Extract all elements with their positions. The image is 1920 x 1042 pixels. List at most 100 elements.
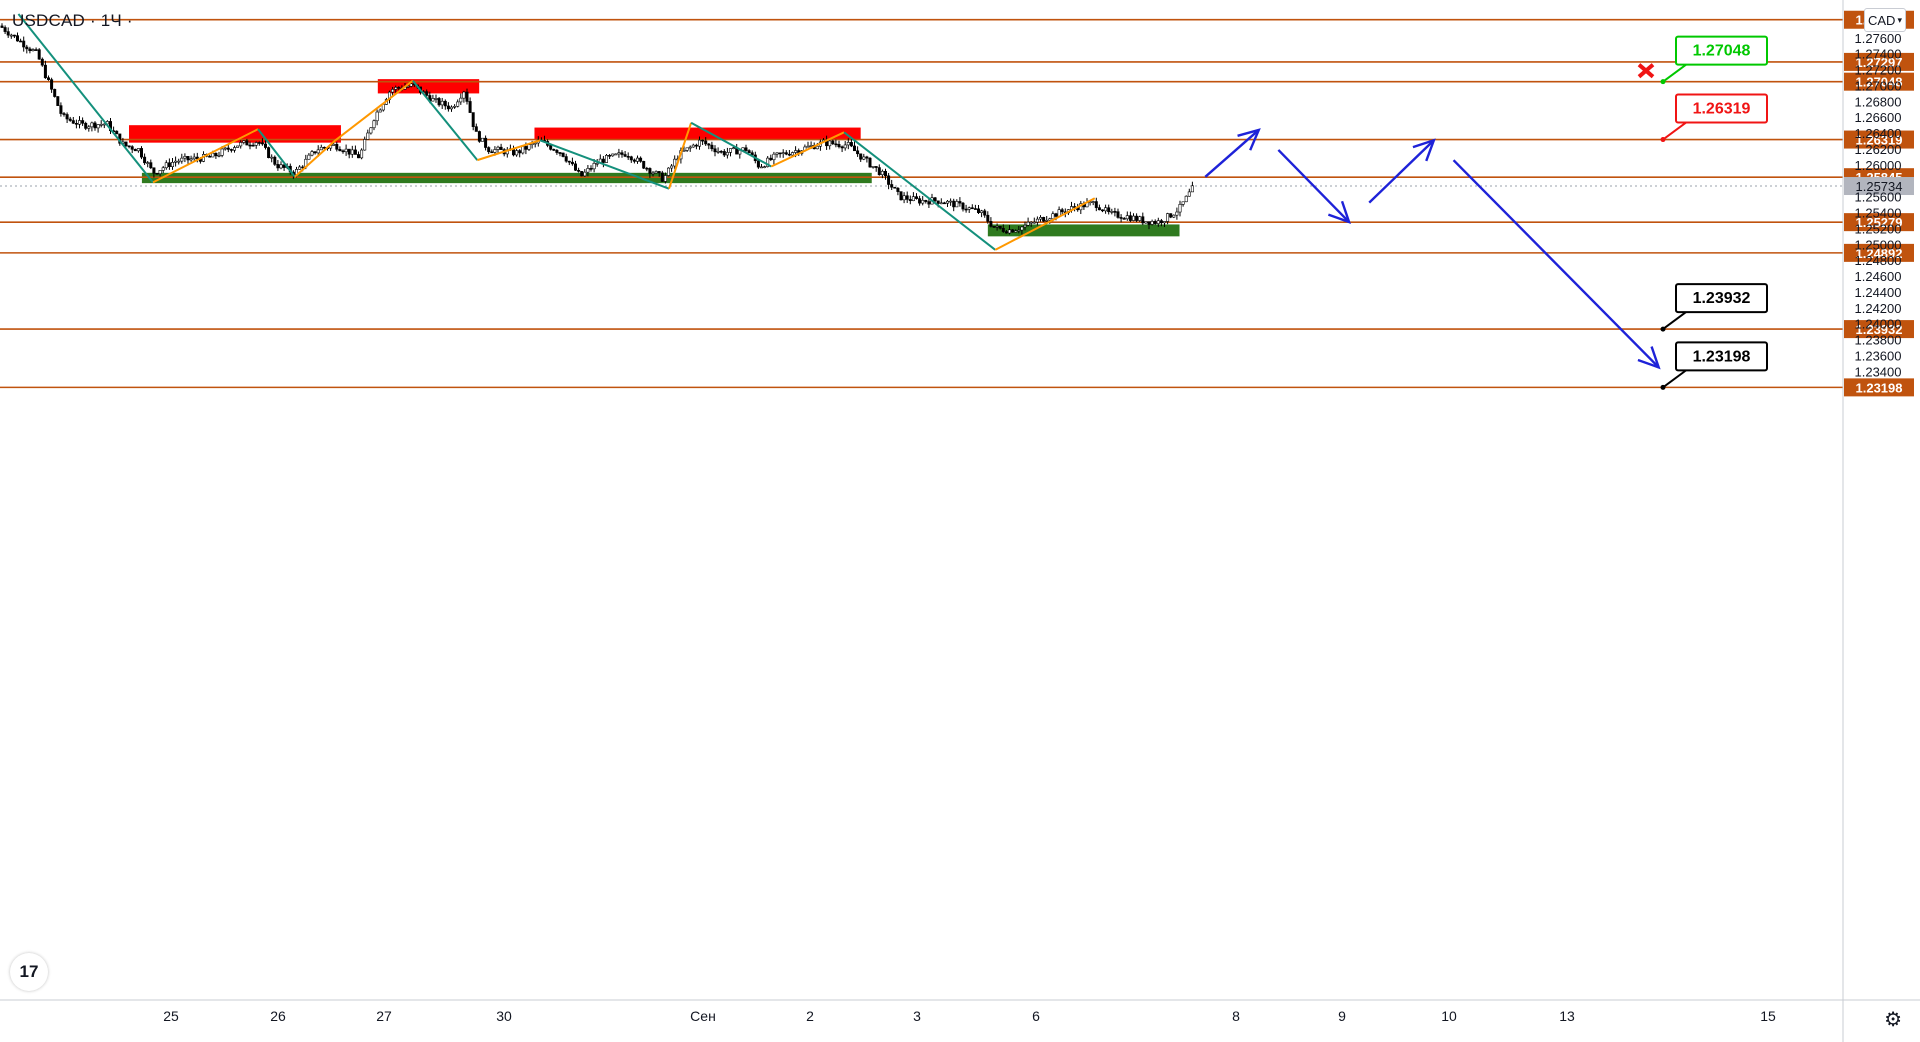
symbol-title[interactable]: USDCAD · 1Ч ·	[12, 11, 133, 31]
candle-body	[46, 77, 50, 80]
candle-body	[1113, 211, 1117, 213]
candle-body	[1101, 209, 1105, 212]
price-axis[interactable]: 1.278281.272971.270481.263191.258451.252…	[1844, 10, 1914, 397]
candle-body	[84, 122, 88, 129]
candle-body	[493, 149, 497, 153]
current-price-label: 1.25734	[1856, 179, 1903, 194]
candle-body	[840, 146, 844, 149]
candle-body	[1153, 221, 1157, 224]
candle-body	[307, 154, 311, 160]
candle-body	[725, 152, 729, 156]
candle-body	[629, 156, 633, 161]
candle-body	[766, 157, 770, 167]
candle-body	[877, 167, 881, 176]
x-mark-icon	[1637, 63, 1655, 79]
gear-icon[interactable]: ⚙	[1884, 1009, 1902, 1031]
candle-body	[19, 40, 23, 43]
candle-body	[353, 149, 357, 155]
candle-body	[1004, 231, 1008, 234]
candle-body	[28, 48, 32, 51]
candle-body	[1122, 218, 1126, 220]
candle-body	[831, 140, 835, 145]
tradingview-logo-icon[interactable]: 17	[10, 953, 48, 991]
candle-body	[37, 49, 41, 60]
forecast-line	[1452, 159, 1660, 369]
candle-body	[874, 166, 878, 168]
candle-body	[918, 198, 922, 204]
interval-label: 1Ч	[100, 11, 122, 30]
candle-body	[487, 147, 491, 153]
candle-body	[78, 120, 82, 125]
candle-body	[146, 162, 150, 164]
candle-body	[856, 150, 860, 155]
candle-body	[220, 148, 224, 156]
price-tick-label: 1.24200	[1855, 301, 1902, 316]
candle-body	[995, 225, 999, 228]
time-axis[interactable]: 25 26 27 30 Сен 2 3 6 8 9 10 13 15	[163, 1008, 1776, 1024]
candle-body	[973, 208, 977, 210]
plot-area[interactable]	[0, 0, 1843, 1000]
time-tick-label: 27	[376, 1008, 392, 1024]
candle-body	[670, 165, 674, 169]
candle-body	[719, 151, 723, 153]
candle-body	[1138, 216, 1142, 221]
candle-body	[468, 101, 472, 113]
bearish-wave-line	[539, 139, 670, 190]
candle-body	[905, 195, 909, 200]
resistance-zone	[377, 79, 480, 94]
candle-body	[887, 175, 891, 185]
candle-body	[257, 142, 261, 144]
candle-body	[484, 137, 488, 148]
time-tick-label: 6	[1032, 1008, 1040, 1024]
candle-body	[561, 152, 565, 157]
candle-body	[533, 142, 537, 145]
currency-select[interactable]: CAD ▾	[1864, 8, 1906, 32]
target-callout-box	[1675, 341, 1768, 372]
candle-body	[651, 172, 655, 175]
candle-body	[518, 150, 522, 154]
candle-body	[815, 145, 819, 150]
candle-body	[769, 157, 773, 161]
levels-layer	[0, 18, 1843, 389]
candle-body	[158, 170, 162, 174]
bullish-wave-line	[334, 79, 414, 142]
candle-body	[425, 91, 429, 96]
candle-body	[1107, 207, 1111, 213]
candle-body	[1060, 209, 1064, 213]
symbol-name: USDCAD	[12, 11, 85, 30]
candle-body	[465, 91, 469, 102]
candle-body	[1110, 211, 1114, 213]
candle-body	[260, 142, 264, 145]
candle-body	[363, 139, 367, 151]
candle-body	[446, 105, 450, 110]
candle-body	[347, 148, 351, 155]
candle-body	[645, 167, 649, 170]
candle-body	[440, 100, 444, 106]
candle-body	[927, 201, 931, 205]
candle-body	[1032, 221, 1036, 224]
candle-body	[961, 202, 965, 210]
candle-body	[177, 160, 181, 163]
candle-body	[164, 162, 168, 169]
candle-body	[456, 101, 460, 107]
candle-body	[279, 164, 283, 169]
candle-body	[356, 154, 360, 159]
candle-body	[93, 122, 97, 129]
resistance-zone	[534, 127, 861, 140]
candle-body	[1169, 213, 1173, 218]
bullish-wave-line	[294, 139, 337, 178]
bullish-wave-line	[994, 197, 1096, 251]
candle-body	[697, 139, 701, 147]
candle-body	[263, 143, 267, 148]
chevron-down-icon: ▾	[1897, 14, 1902, 25]
candle-body	[409, 83, 413, 87]
title-separator: ·	[126, 11, 133, 30]
forecast-arrowhead	[1237, 128, 1261, 151]
price-tick-label: 1.26400	[1855, 126, 1902, 141]
price-tick-label: 1.25000	[1855, 237, 1902, 252]
bullish-wave-line	[770, 131, 845, 168]
candle-body	[236, 145, 240, 148]
candle-body	[964, 208, 968, 211]
candle-body	[849, 142, 853, 147]
